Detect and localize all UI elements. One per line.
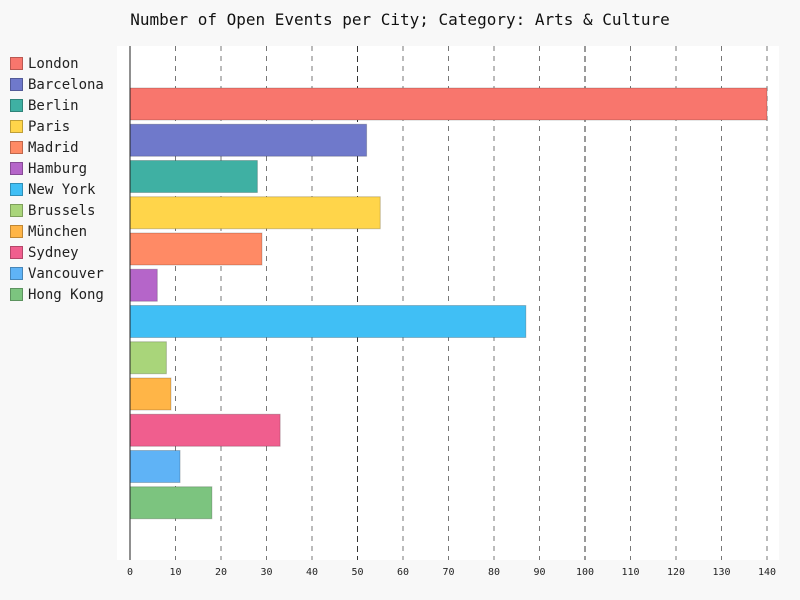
legend-label: Sydney <box>28 244 79 261</box>
bar-brussels <box>129 341 167 375</box>
x-tick-label: 100 <box>576 567 594 578</box>
legend-label: New York <box>28 181 96 198</box>
x-tick-label: 70 <box>442 567 454 578</box>
bar-barcelona <box>129 123 368 157</box>
x-tick-label: 140 <box>758 567 776 578</box>
bar-hamburg <box>129 268 158 302</box>
legend-label: Berlin <box>28 97 79 114</box>
bar-sydney <box>129 413 281 447</box>
x-tick-label: 40 <box>306 567 318 578</box>
legend-item[interactable]: Hong Kong <box>10 284 104 305</box>
legend-swatch <box>10 246 23 259</box>
bar-vancouver <box>129 450 181 483</box>
bar-berlin <box>129 160 258 193</box>
legend-label: Brussels <box>28 202 96 219</box>
x-tick-label: 0 <box>127 567 133 578</box>
legend-item[interactable]: Sydney <box>10 242 104 263</box>
x-tick-label: 20 <box>215 567 227 578</box>
legend-item[interactable]: Hamburg <box>10 158 104 179</box>
legend-label: London <box>28 55 79 72</box>
legend-swatch <box>10 267 23 280</box>
bar-madrid <box>129 232 263 266</box>
bar-paris <box>129 196 381 230</box>
legend-label: Hong Kong <box>28 286 104 303</box>
legend-item[interactable]: Berlin <box>10 95 104 116</box>
x-tick-label: 60 <box>397 567 409 578</box>
legend-swatch <box>10 204 23 217</box>
x-tick-label: 80 <box>488 567 500 578</box>
legend-swatch <box>10 225 23 238</box>
legend-label: Barcelona <box>28 76 104 93</box>
legend-item[interactable]: Vancouver <box>10 263 104 284</box>
legend-swatch <box>10 162 23 175</box>
legend-swatch <box>10 120 23 133</box>
legend-swatch <box>10 78 23 91</box>
x-tick-label: 10 <box>169 567 181 578</box>
legend-label: Madrid <box>28 139 79 156</box>
x-tick-label: 50 <box>351 567 363 578</box>
legend-swatch <box>10 288 23 301</box>
legend-item[interactable]: Barcelona <box>10 74 104 95</box>
legend-swatch <box>10 183 23 196</box>
legend-label: Vancouver <box>28 265 104 282</box>
plot-background <box>117 46 779 560</box>
legend-item[interactable]: Paris <box>10 116 104 137</box>
legend-item[interactable]: London <box>10 53 104 74</box>
bar-hong-kong <box>129 486 213 520</box>
x-tick-label: 120 <box>667 567 685 578</box>
x-tick-label: 130 <box>712 567 730 578</box>
bar-new-york <box>129 305 527 338</box>
legend-label: Hamburg <box>28 160 88 177</box>
x-tick-label: 110 <box>621 567 639 578</box>
legend-label: Paris <box>28 118 71 135</box>
legend-item[interactable]: München <box>10 221 104 242</box>
x-tick-label: 90 <box>533 567 545 578</box>
legend-item[interactable]: New York <box>10 179 104 200</box>
legend-swatch <box>10 57 23 70</box>
bar-london <box>129 87 768 121</box>
legend-swatch <box>10 99 23 112</box>
legend-item[interactable]: Brussels <box>10 200 104 221</box>
bar-münchen <box>129 377 172 411</box>
legend-label: München <box>28 223 88 240</box>
x-tick-label: 30 <box>260 567 272 578</box>
chart-title: Number of Open Events per City; Category… <box>130 10 670 29</box>
legend: London Barcelona Berlin Paris Madrid Hamburg N… <box>10 53 104 305</box>
legend-swatch <box>10 141 23 154</box>
legend-item[interactable]: Madrid <box>10 137 104 158</box>
